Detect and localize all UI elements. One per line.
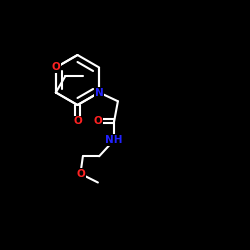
Text: N: N xyxy=(95,88,104,98)
Text: O: O xyxy=(52,62,60,72)
Text: O: O xyxy=(73,116,82,126)
Text: NH: NH xyxy=(106,135,123,145)
Text: O: O xyxy=(76,169,85,179)
Text: O: O xyxy=(94,116,102,126)
